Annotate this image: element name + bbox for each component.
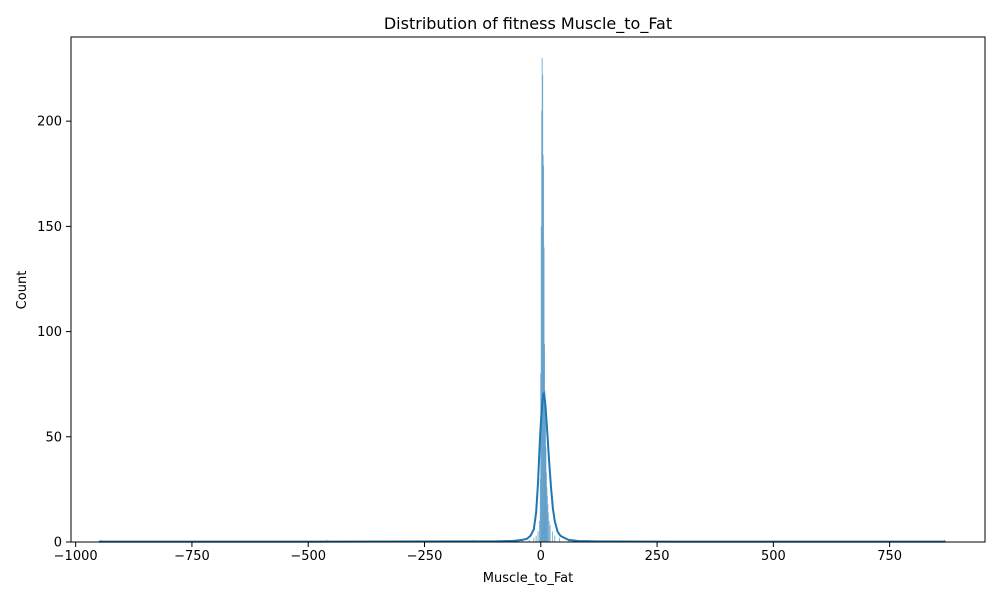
x-tick-label: −750 <box>174 549 210 564</box>
y-tick-label: 50 <box>45 430 62 445</box>
histogram-bar <box>568 539 570 542</box>
x-axis-title: Muscle_to_Fat <box>483 571 573 586</box>
chart-title: Distribution of fitness Muscle_to_Fat <box>384 14 672 34</box>
histogram-bar <box>533 537 535 542</box>
histogram-bar <box>549 525 551 542</box>
histogram-bar <box>535 535 537 542</box>
x-tick-label: −1000 <box>54 549 98 564</box>
x-tick-label: −500 <box>290 549 326 564</box>
x-tick-label: 500 <box>761 549 786 564</box>
histogram-bar <box>528 539 530 542</box>
x-tick-label: 250 <box>645 549 670 564</box>
histogram-bar <box>551 531 553 542</box>
kde-line <box>98 392 946 543</box>
plot-background <box>71 37 985 542</box>
y-tick-label: 100 <box>37 325 62 340</box>
histogram-bar <box>537 531 539 542</box>
histogram-bar <box>554 535 556 542</box>
y-axis-title: Count <box>15 271 30 310</box>
histogram-bar <box>521 539 523 542</box>
x-tick-label: 750 <box>877 549 902 564</box>
y-axis-ticks: 0 50 100 150 200 <box>37 115 71 551</box>
y-tick-label: 200 <box>37 115 62 130</box>
histogram-bar <box>547 512 549 542</box>
x-tick-label: 0 <box>537 549 545 564</box>
x-axis-ticks: −1000 −750 −500 −250 0 250 500 750 <box>54 542 902 564</box>
y-tick-label: 0 <box>54 536 62 551</box>
histogram-bar <box>538 520 540 542</box>
histogram-bar <box>558 537 560 542</box>
histogram-bar <box>548 520 550 542</box>
y-tick-label: 150 <box>37 220 62 235</box>
x-tick-label: −250 <box>407 549 443 564</box>
plot-frame <box>70 36 986 543</box>
